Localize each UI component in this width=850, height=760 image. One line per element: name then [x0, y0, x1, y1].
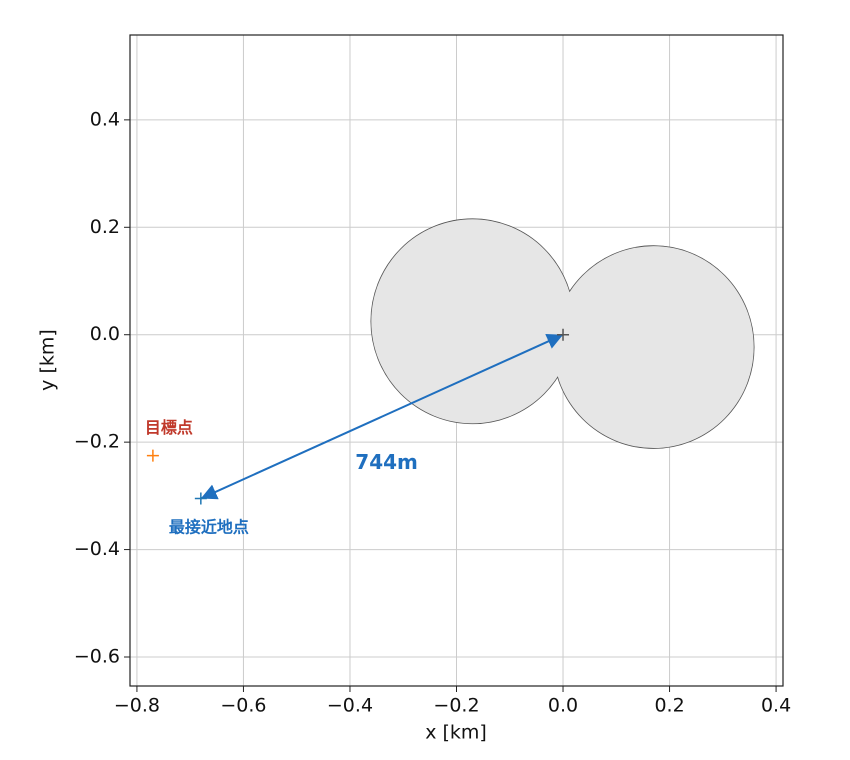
- x-tick-label: −0.4: [327, 695, 373, 717]
- plot-frame: [129, 34, 784, 687]
- body-outline: [553, 246, 754, 449]
- annotation: 目標点: [145, 418, 193, 437]
- body-outline: [371, 219, 574, 424]
- point-marker: [194, 492, 207, 505]
- x-tick-label: −0.6: [220, 695, 266, 717]
- y-tick-label: −0.4: [74, 538, 120, 560]
- x-tick-label: 0.2: [654, 695, 684, 717]
- y-tick-label: −0.6: [74, 645, 120, 667]
- point-marker: [557, 328, 570, 341]
- x-tick-label: −0.8: [114, 695, 160, 717]
- y-tick-label: 0.0: [90, 323, 120, 345]
- x-tick-label: −0.2: [433, 695, 479, 717]
- x-tick-label: 0.0: [548, 695, 578, 717]
- y-axis-label: y [km]: [37, 329, 59, 391]
- point-marker: [146, 449, 159, 462]
- x-tick-label: 0.4: [761, 695, 791, 717]
- distance-arrow: [200, 333, 564, 500]
- annotation: 744m: [355, 450, 418, 474]
- y-tick-label: 0.4: [90, 108, 120, 130]
- y-tick-label: 0.2: [90, 216, 120, 238]
- annotation: 最接近地点: [169, 518, 249, 537]
- y-tick-label: −0.2: [74, 431, 120, 453]
- x-axis-label: x [km]: [425, 722, 487, 744]
